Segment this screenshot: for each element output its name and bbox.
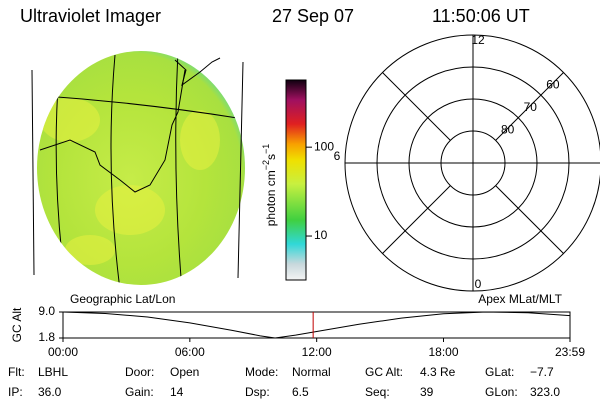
x-tick-label: 18:00 (428, 345, 458, 359)
field-label: GLat: (485, 365, 514, 379)
lat-label: 60 (546, 77, 560, 91)
field-value: Normal (292, 365, 331, 379)
timeline-left-label: Geographic Lat/Lon (70, 292, 175, 306)
x-tick-label: 06:00 (175, 345, 205, 359)
field-value: LBHL (38, 365, 68, 379)
field-label: Seq: (365, 385, 390, 399)
field-label: Dsp: (245, 385, 270, 399)
field-value: 36.0 (38, 385, 62, 399)
polar-spoke (382, 185, 451, 254)
lat-label: 80 (501, 123, 515, 137)
field-value: 323.0 (530, 385, 560, 399)
colorbar-tick-label: 10 (314, 228, 328, 242)
field-value: −7.7 (530, 365, 554, 379)
field-label: IP: (8, 385, 23, 399)
time: 11:50:06 UT (432, 6, 530, 26)
mlt-label: 6 (334, 149, 341, 163)
timeline-right-label: Apex MLat/MLT (478, 292, 562, 306)
field-label: Gain: (125, 385, 154, 399)
x-tick-label: 23:59 (555, 345, 585, 359)
field-value: 4.3 Re (420, 365, 456, 379)
colorbar-label: photon cm−2s−1 (261, 144, 278, 227)
field-label: Door: (125, 365, 154, 379)
polar-spoke (382, 72, 451, 141)
timeline-ylabel: GC Alt (10, 307, 24, 342)
y-tick-label: 1.8 (38, 330, 55, 344)
title: Ultraviolet Imager (20, 6, 161, 26)
field-value: 39 (420, 385, 434, 399)
x-tick-label: 12:00 (302, 345, 332, 359)
field-label: Mode: (245, 365, 278, 379)
field-label: GC Alt: (365, 365, 403, 379)
polar-spoke (495, 185, 564, 254)
x-tick-label: 00:00 (48, 345, 78, 359)
y-tick-label: 9.0 (38, 304, 55, 318)
gc-alt-line (62, 311, 571, 339)
colorbar (285, 79, 307, 281)
polar-spoke (495, 72, 564, 141)
field-value: Open (170, 365, 199, 379)
mlt-label: 0 (475, 277, 482, 291)
date: 27 Sep 07 (272, 6, 354, 26)
field-value: 14 (170, 385, 184, 399)
uv-image (31, 51, 245, 285)
mlt-label: 12 (471, 33, 485, 47)
field-label: Flt: (8, 365, 25, 379)
colorbar-tick-label: 100 (314, 139, 334, 153)
lat-label: 70 (524, 100, 538, 114)
field-label: GLon: (485, 385, 518, 399)
field-value: 6.5 (292, 385, 309, 399)
